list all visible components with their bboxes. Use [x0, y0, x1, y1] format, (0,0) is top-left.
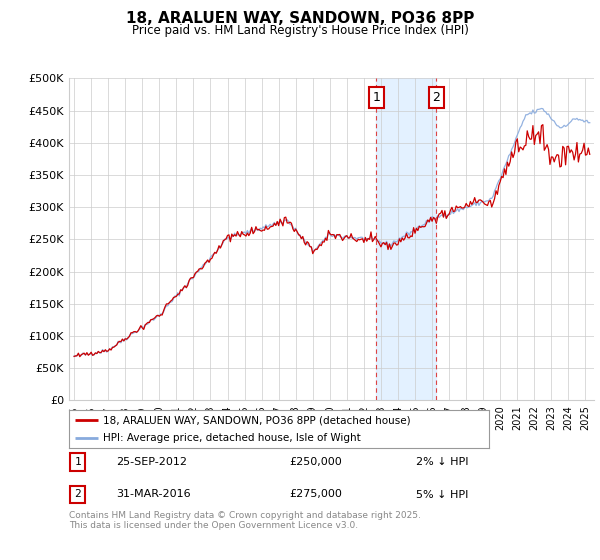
Text: Contains HM Land Registry data © Crown copyright and database right 2025.
This d: Contains HM Land Registry data © Crown c…	[69, 511, 421, 530]
Text: £250,000: £250,000	[290, 457, 342, 467]
Text: Price paid vs. HM Land Registry's House Price Index (HPI): Price paid vs. HM Land Registry's House …	[131, 24, 469, 36]
Text: 1: 1	[74, 457, 81, 467]
Bar	[376, 78, 436, 400]
Text: 18, ARALUEN WAY, SANDOWN, PO36 8PP (detached house): 18, ARALUEN WAY, SANDOWN, PO36 8PP (deta…	[103, 415, 410, 425]
Text: 2% ↓ HPI: 2% ↓ HPI	[415, 457, 468, 467]
Text: 31-MAR-2016: 31-MAR-2016	[116, 489, 191, 500]
Text: HPI: Average price, detached house, Isle of Wight: HPI: Average price, detached house, Isle…	[103, 433, 361, 443]
Text: £275,000: £275,000	[290, 489, 343, 500]
Text: 18, ARALUEN WAY, SANDOWN, PO36 8PP: 18, ARALUEN WAY, SANDOWN, PO36 8PP	[126, 11, 474, 26]
Text: 25-SEP-2012: 25-SEP-2012	[116, 457, 187, 467]
Text: 1: 1	[373, 91, 380, 104]
Text: 5% ↓ HPI: 5% ↓ HPI	[415, 489, 468, 500]
Text: 2: 2	[74, 489, 81, 500]
Text: 2: 2	[433, 91, 440, 104]
